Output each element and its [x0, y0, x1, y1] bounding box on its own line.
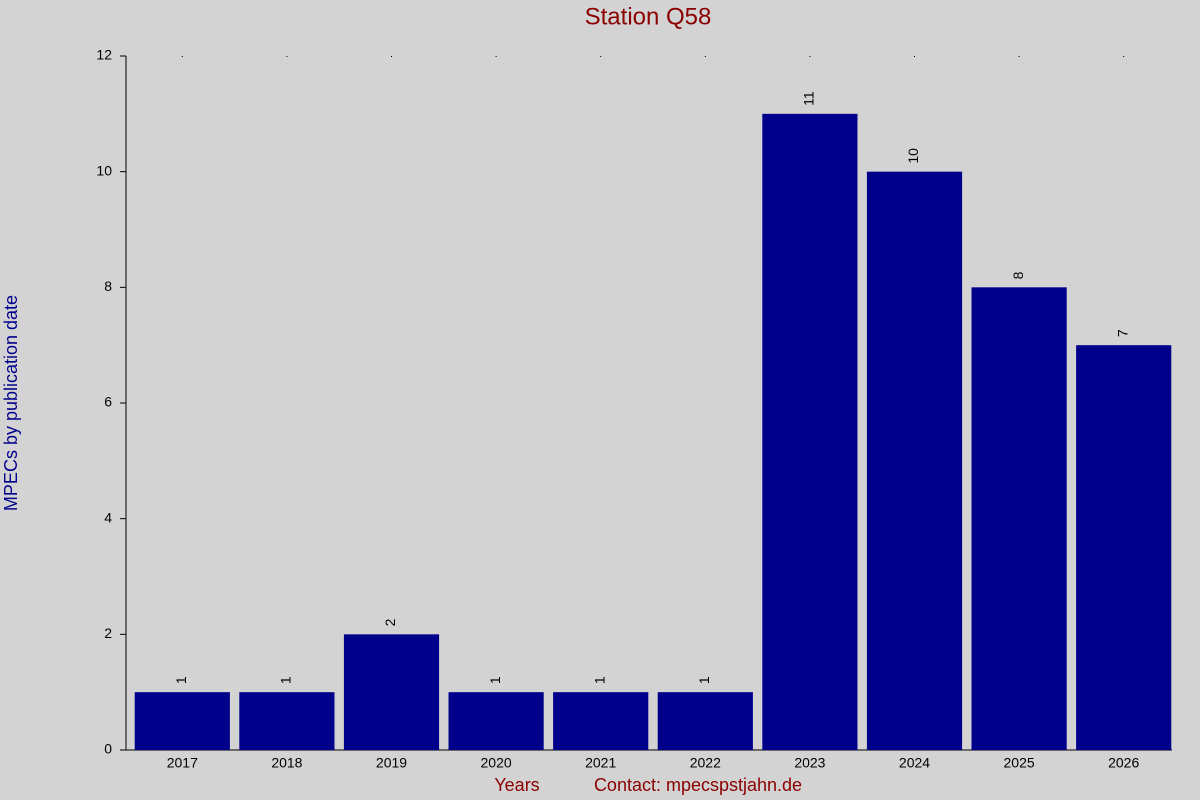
data-label: 7: [1114, 329, 1130, 337]
x-axis-label: Years: [494, 775, 539, 795]
data-label: 10: [905, 148, 921, 164]
bar: [239, 692, 335, 750]
x-tick-label: 2025: [1004, 755, 1035, 771]
data-label: 1: [591, 676, 607, 684]
x-tick-label: 2017: [167, 755, 198, 771]
bar: [134, 692, 230, 750]
y-tick-label: 12: [96, 47, 112, 63]
x-tick-label: 2021: [585, 755, 616, 771]
bar: [971, 287, 1067, 750]
x-tick-label: 2018: [271, 755, 302, 771]
bar: [657, 692, 753, 750]
y-tick-label: 10: [96, 162, 112, 178]
x-tick-label: 2022: [690, 755, 721, 771]
top-tick-dot: [286, 56, 288, 57]
data-label: 1: [173, 676, 189, 684]
top-tick-dot: [391, 56, 392, 57]
data-label: 8: [1010, 271, 1026, 279]
y-tick-label: 0: [104, 741, 112, 757]
top-tick-dot: [181, 56, 183, 57]
top-tick-dot: [1018, 56, 1020, 57]
y-tick-label: 2: [104, 625, 112, 641]
top-tick-dot: [809, 56, 811, 57]
data-label: 1: [278, 676, 294, 684]
bar: [762, 113, 858, 751]
annotation: Contact: mpecspstjahn.de: [594, 775, 802, 795]
bar: [1076, 345, 1172, 750]
bar: [448, 692, 544, 750]
y-tick-label: 8: [104, 278, 112, 294]
data-label: 2: [382, 618, 398, 626]
data-label: 11: [801, 91, 817, 106]
top-tick-dot: [495, 56, 497, 57]
bar: [553, 692, 649, 750]
bar: [343, 634, 440, 750]
chart-title: Station Q58: [585, 3, 712, 30]
y-tick-label: 4: [104, 509, 112, 525]
top-tick-dot: [914, 56, 915, 57]
top-tick-dot: [1123, 56, 1125, 57]
top-tick-dot: [704, 56, 706, 57]
top-tick-dot: [600, 56, 602, 57]
bar: [866, 171, 963, 750]
x-tick-label: 2019: [376, 755, 407, 771]
y-tick-label: 6: [104, 394, 112, 410]
data-label: 1: [696, 676, 712, 684]
y-axis-label: MPECs by publication date: [1, 295, 21, 511]
x-tick-label: 2023: [794, 755, 825, 771]
x-tick-label: 2020: [481, 755, 512, 771]
data-label: 1: [487, 676, 503, 684]
x-tick-label: 2024: [899, 755, 930, 771]
x-tick-label: 2026: [1108, 755, 1139, 771]
